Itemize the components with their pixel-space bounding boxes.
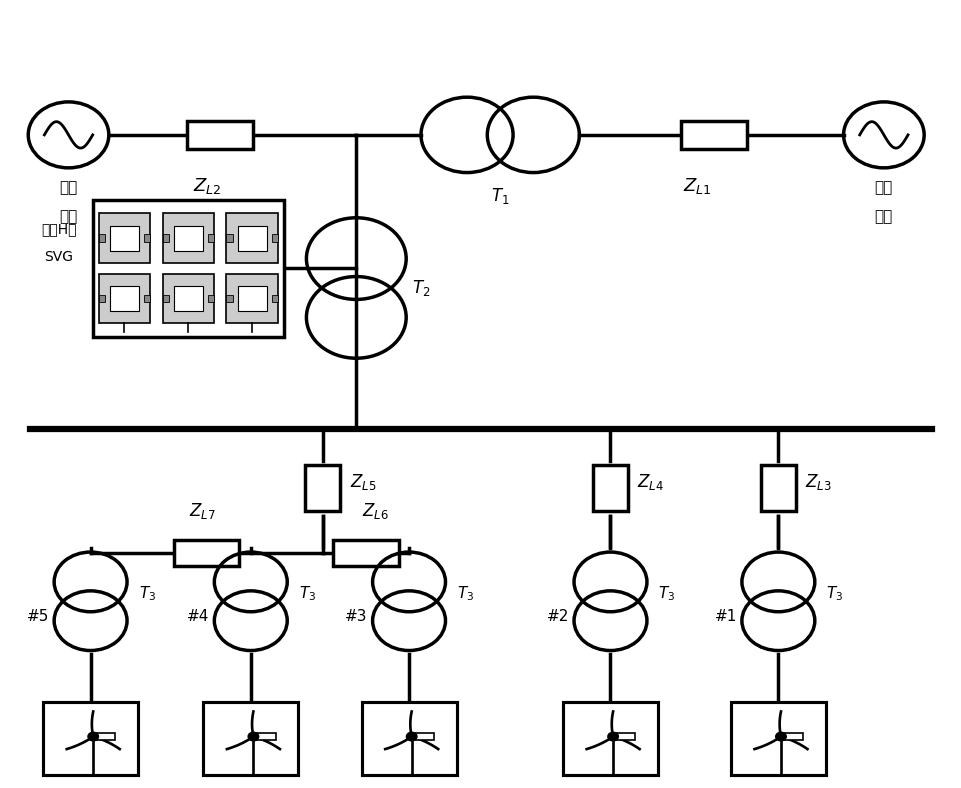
- Bar: [162, 274, 214, 323]
- Text: $T_3$: $T_3$: [825, 584, 843, 603]
- Bar: [780, 733, 802, 741]
- Text: $Z_{L1}$: $Z_{L1}$: [681, 176, 710, 195]
- Bar: [333, 540, 398, 566]
- Circle shape: [406, 732, 416, 741]
- Text: $T_1$: $T_1$: [490, 186, 509, 206]
- Text: 外部: 外部: [60, 180, 78, 195]
- Bar: [174, 226, 203, 251]
- Bar: [238, 226, 266, 251]
- Bar: [238, 286, 266, 311]
- Bar: [187, 121, 253, 149]
- Bar: [226, 214, 278, 263]
- Text: $T_3$: $T_3$: [138, 584, 156, 603]
- Bar: [162, 234, 168, 242]
- Bar: [226, 274, 278, 323]
- Bar: [593, 466, 628, 511]
- Bar: [306, 466, 339, 511]
- Bar: [98, 214, 150, 263]
- Bar: [111, 226, 138, 251]
- Bar: [174, 286, 203, 311]
- Text: #3: #3: [345, 608, 367, 624]
- Bar: [680, 121, 746, 149]
- Text: $Z_{L4}$: $Z_{L4}$: [637, 472, 664, 492]
- Text: $T_3$: $T_3$: [456, 584, 474, 603]
- Bar: [92, 199, 284, 337]
- Bar: [760, 466, 795, 511]
- Bar: [93, 733, 115, 741]
- Text: 系统: 系统: [874, 210, 892, 225]
- Text: #5: #5: [27, 608, 49, 624]
- Text: $T_2$: $T_2$: [411, 278, 430, 298]
- Text: $Z_{L6}$: $Z_{L6}$: [361, 501, 388, 521]
- Text: $T_3$: $T_3$: [299, 584, 315, 603]
- Bar: [562, 702, 657, 775]
- Bar: [730, 702, 825, 775]
- Bar: [98, 234, 105, 242]
- Bar: [144, 295, 150, 303]
- Bar: [253, 733, 275, 741]
- Text: $Z_{L7}$: $Z_{L7}$: [188, 501, 215, 521]
- Bar: [208, 295, 214, 303]
- Bar: [203, 702, 298, 775]
- Text: 外部: 外部: [874, 180, 892, 195]
- Text: SVG: SVG: [44, 250, 73, 264]
- Text: 系统: 系统: [60, 210, 78, 225]
- Bar: [361, 702, 456, 775]
- Bar: [272, 295, 278, 303]
- Text: #1: #1: [714, 608, 736, 624]
- Bar: [174, 540, 239, 566]
- Bar: [111, 286, 138, 311]
- Bar: [411, 733, 433, 741]
- Text: $T_3$: $T_3$: [657, 584, 675, 603]
- Bar: [272, 234, 278, 242]
- Text: #2: #2: [546, 608, 569, 624]
- Text: $Z_{L2}$: $Z_{L2}$: [193, 176, 222, 195]
- Bar: [612, 733, 634, 741]
- Text: $Z_{L3}$: $Z_{L3}$: [804, 472, 831, 492]
- Bar: [43, 702, 138, 775]
- Circle shape: [87, 732, 98, 741]
- Text: $Z_{L5}$: $Z_{L5}$: [349, 472, 376, 492]
- Text: #4: #4: [187, 608, 209, 624]
- Text: 级联H桥: 级联H桥: [41, 222, 77, 236]
- Bar: [98, 274, 150, 323]
- Bar: [226, 234, 233, 242]
- Bar: [226, 295, 233, 303]
- Circle shape: [607, 732, 618, 741]
- Bar: [162, 295, 168, 303]
- Circle shape: [248, 732, 259, 741]
- Circle shape: [775, 732, 785, 741]
- Bar: [144, 234, 150, 242]
- Bar: [98, 295, 105, 303]
- Bar: [208, 234, 214, 242]
- Bar: [162, 214, 214, 263]
